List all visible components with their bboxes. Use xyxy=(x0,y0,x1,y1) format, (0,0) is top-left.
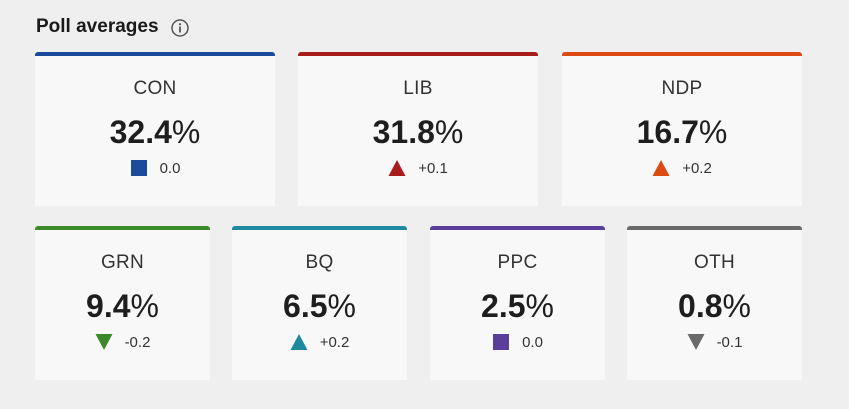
triangle-down-icon xyxy=(687,334,705,350)
party-card-ppc: PPC 2.5% 0.0 xyxy=(430,226,605,380)
poll-change: +0.2 xyxy=(232,333,407,351)
no-change-square-icon xyxy=(130,160,147,176)
info-icon[interactable] xyxy=(170,19,189,37)
party-name: LIB xyxy=(403,78,433,99)
poll-percentage: 32.4% xyxy=(109,114,201,150)
party-name: PPC xyxy=(497,252,538,273)
poll-change: -0.1 xyxy=(627,333,802,351)
triangle-up-icon xyxy=(652,160,670,176)
change-value: +0.2 xyxy=(682,159,712,177)
party-card-grn: GRN 9.4% -0.2 xyxy=(35,226,210,380)
section-title: Poll averages xyxy=(36,16,159,37)
change-value: 0.0 xyxy=(159,159,181,177)
poll-percentage: 9.4% xyxy=(86,288,159,324)
poll-change: +0.1 xyxy=(298,159,538,177)
poll-change: -0.2 xyxy=(35,333,210,351)
party-card-ndp: NDP 16.7% +0.2 xyxy=(562,52,802,206)
change-value: -0.1 xyxy=(716,333,743,351)
no-change-square-icon xyxy=(493,334,510,350)
poll-percentage: 2.5% xyxy=(481,288,554,324)
poll-percentage: 0.8% xyxy=(678,288,751,324)
poll-change: 0.0 xyxy=(430,333,605,351)
change-value: 0.0 xyxy=(522,333,543,351)
poll-percentage: 16.7% xyxy=(636,114,728,150)
poll-change: 0.0 xyxy=(35,159,275,177)
party-name: OTH xyxy=(693,252,735,273)
party-card-con: CON 32.4% 0.0 xyxy=(35,52,275,206)
change-value: -0.2 xyxy=(124,333,151,351)
party-name: BQ xyxy=(305,252,334,273)
poll-change: +0.2 xyxy=(562,159,802,177)
party-name: CON xyxy=(133,78,177,99)
poll-percentage: 31.8% xyxy=(372,114,464,150)
change-value: +0.2 xyxy=(319,333,350,351)
triangle-up-icon xyxy=(290,334,308,350)
triangle-down-icon xyxy=(95,334,113,350)
poll-averages-header: Poll averages xyxy=(36,14,189,40)
party-name: GRN xyxy=(100,252,145,273)
triangle-up-icon xyxy=(388,160,406,176)
poll-percentage: 6.5% xyxy=(283,288,356,324)
party-card-oth: OTH 0.8% -0.1 xyxy=(627,226,802,380)
party-card-bq: BQ 6.5% +0.2 xyxy=(232,226,407,380)
party-name: NDP xyxy=(661,78,703,99)
party-card-lib: LIB 31.8% +0.1 xyxy=(298,52,538,206)
change-value: +0.1 xyxy=(418,159,448,177)
